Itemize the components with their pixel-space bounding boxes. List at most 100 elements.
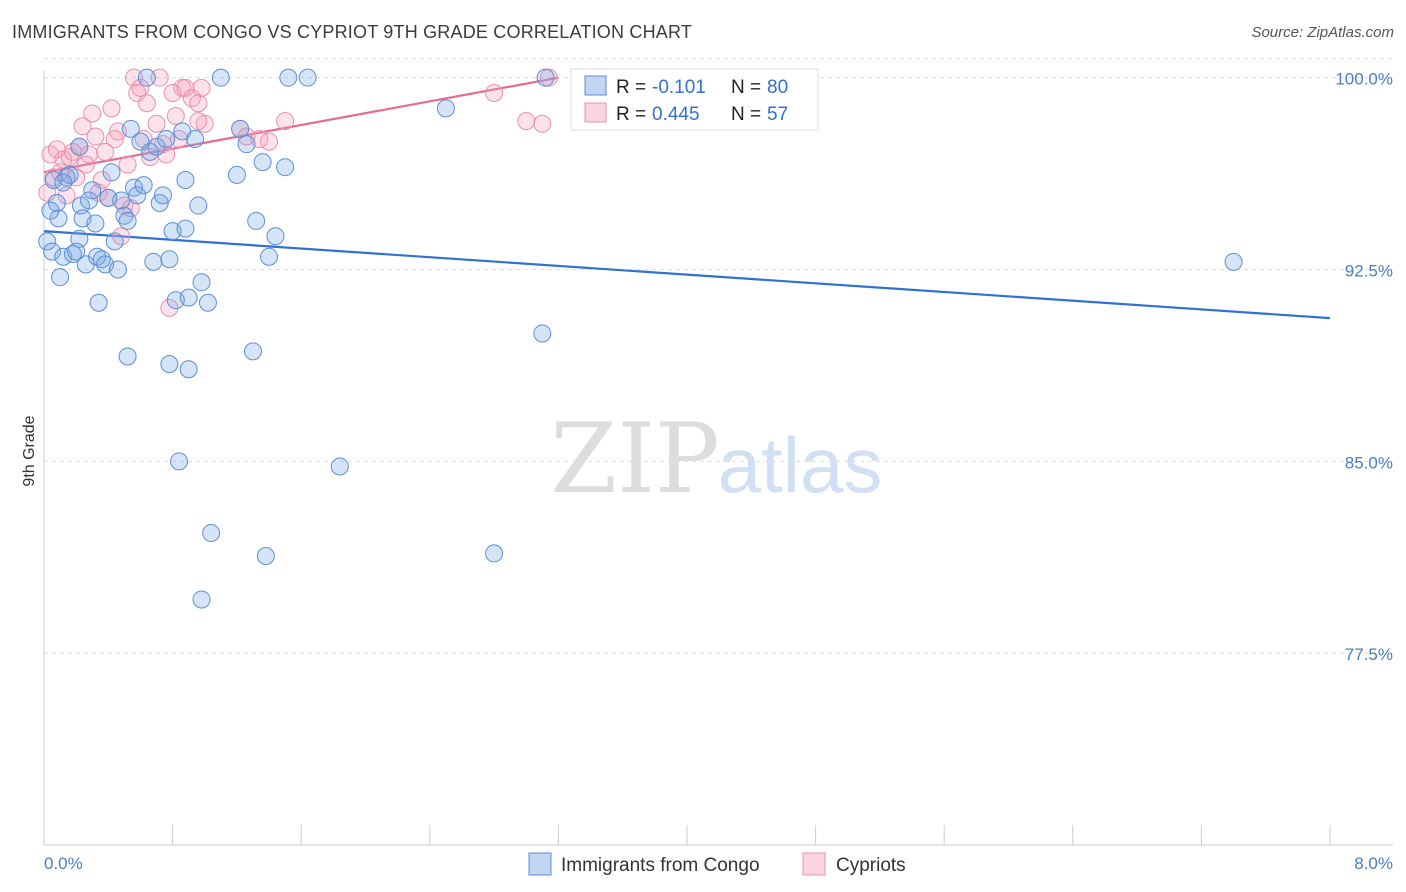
point-congo bbox=[237, 135, 256, 154]
point-congo bbox=[63, 245, 82, 264]
point-congo bbox=[70, 137, 89, 156]
point-cypriots bbox=[102, 99, 121, 118]
point-congo bbox=[243, 342, 262, 361]
stats-legend: R = -0.101 N = 80 R = 0.445 N = 57 bbox=[570, 68, 819, 131]
point-congo bbox=[330, 457, 349, 476]
point-congo bbox=[227, 165, 246, 184]
point-cypriots bbox=[137, 94, 156, 113]
point-congo bbox=[137, 68, 156, 87]
point-congo bbox=[92, 250, 111, 269]
x-tick-label-max: 8.0% bbox=[1354, 854, 1393, 873]
bottom-legend-label-congo: Immigrants from Congo bbox=[561, 855, 760, 876]
point-congo bbox=[153, 186, 172, 205]
point-cypriots bbox=[80, 145, 99, 164]
axes bbox=[43, 70, 1393, 846]
legend-n-value-cypriots: 57 bbox=[767, 104, 788, 125]
point-congo bbox=[128, 186, 147, 205]
trend-line-congo bbox=[43, 230, 1331, 320]
point-congo bbox=[189, 196, 208, 215]
y-tick-label: 85.0% bbox=[1345, 453, 1393, 472]
point-cypriots bbox=[125, 68, 144, 87]
point-cypriots bbox=[73, 117, 92, 136]
bottom-legend-label-cypriots: Cypriots bbox=[836, 855, 906, 876]
y-tick-label: 77.5% bbox=[1345, 645, 1393, 664]
point-congo bbox=[70, 229, 89, 248]
point-congo bbox=[170, 452, 189, 471]
point-congo bbox=[41, 201, 60, 220]
y-tick-labels: 77.5% 85.0% 92.5% 100.0% bbox=[1335, 70, 1393, 664]
point-congo bbox=[43, 242, 62, 261]
legend-n-label-congo: N = bbox=[731, 77, 761, 98]
legend-r-value-congo: -0.101 bbox=[652, 77, 706, 98]
point-congo bbox=[57, 168, 76, 187]
point-congo bbox=[134, 176, 153, 195]
point-congo bbox=[192, 590, 211, 609]
point-congo bbox=[298, 68, 317, 87]
point-congo bbox=[247, 211, 266, 230]
point-cypriots bbox=[189, 94, 208, 113]
legend-r-label-congo: R = bbox=[616, 77, 646, 98]
point-congo bbox=[121, 119, 140, 138]
point-cypriots bbox=[83, 104, 102, 123]
point-cypriots bbox=[131, 78, 150, 97]
point-cypriots bbox=[141, 147, 160, 166]
point-congo bbox=[102, 163, 121, 182]
y-axis-label: 9th Grade bbox=[21, 415, 38, 486]
point-cypriots bbox=[166, 107, 185, 126]
legend-n-value-congo: 80 bbox=[767, 77, 788, 98]
point-congo bbox=[38, 232, 57, 251]
point-congo bbox=[485, 544, 504, 563]
x-tick-label-min: 0.0% bbox=[44, 854, 83, 873]
point-congo bbox=[256, 546, 275, 565]
point-cypriots bbox=[189, 112, 208, 131]
point-congo bbox=[279, 68, 298, 87]
watermark-zip: ZIP bbox=[550, 403, 719, 515]
point-congo bbox=[108, 260, 127, 279]
bottom-legend-swatch-cypriots bbox=[802, 852, 826, 876]
point-congo bbox=[176, 219, 195, 238]
point-congo bbox=[179, 360, 198, 379]
point-congo bbox=[80, 191, 99, 210]
point-cypriots bbox=[147, 114, 166, 133]
point-congo bbox=[533, 324, 552, 343]
point-congo bbox=[186, 130, 205, 149]
point-cypriots bbox=[96, 142, 115, 161]
point-congo bbox=[54, 173, 73, 192]
point-congo bbox=[83, 181, 102, 200]
point-congo bbox=[160, 250, 179, 269]
point-congo bbox=[47, 194, 66, 213]
point-cypriots bbox=[176, 78, 195, 97]
point-cypriots bbox=[517, 112, 536, 131]
point-congo bbox=[231, 119, 250, 138]
y-tick-label: 100.0% bbox=[1335, 70, 1393, 89]
point-cypriots bbox=[157, 145, 176, 164]
legend-n-label-cypriots: N = bbox=[731, 104, 761, 125]
point-cypriots bbox=[118, 155, 137, 174]
point-cypriots bbox=[260, 132, 279, 151]
point-congo bbox=[211, 68, 230, 87]
chart-title: IMMIGRANTS FROM CONGO VS CYPRIOT 9TH GRA… bbox=[12, 22, 693, 42]
point-cypriots bbox=[86, 127, 105, 146]
point-congo bbox=[157, 130, 176, 149]
data-points bbox=[38, 68, 1243, 609]
legend-r-label-cypriots: R = bbox=[616, 104, 646, 125]
point-congo bbox=[51, 268, 70, 287]
bottom-legend-swatch-congo bbox=[528, 852, 552, 876]
point-congo bbox=[436, 99, 455, 118]
legend-swatch-congo bbox=[584, 75, 607, 96]
point-cypriots bbox=[160, 298, 179, 317]
y-tick-label: 92.5% bbox=[1345, 262, 1393, 281]
point-congo bbox=[253, 153, 272, 172]
point-congo bbox=[60, 165, 79, 184]
point-congo bbox=[266, 227, 285, 246]
legend-swatch-cypriots bbox=[584, 102, 607, 123]
point-congo bbox=[179, 288, 198, 307]
point-cypriots bbox=[192, 78, 211, 97]
point-congo bbox=[202, 523, 221, 542]
watermark-atlas: atlas bbox=[718, 421, 883, 509]
point-congo bbox=[115, 206, 134, 225]
point-congo bbox=[86, 214, 105, 233]
point-congo bbox=[118, 211, 137, 230]
legend-r-value-cypriots: 0.445 bbox=[652, 104, 700, 125]
point-cypriots bbox=[150, 68, 169, 87]
